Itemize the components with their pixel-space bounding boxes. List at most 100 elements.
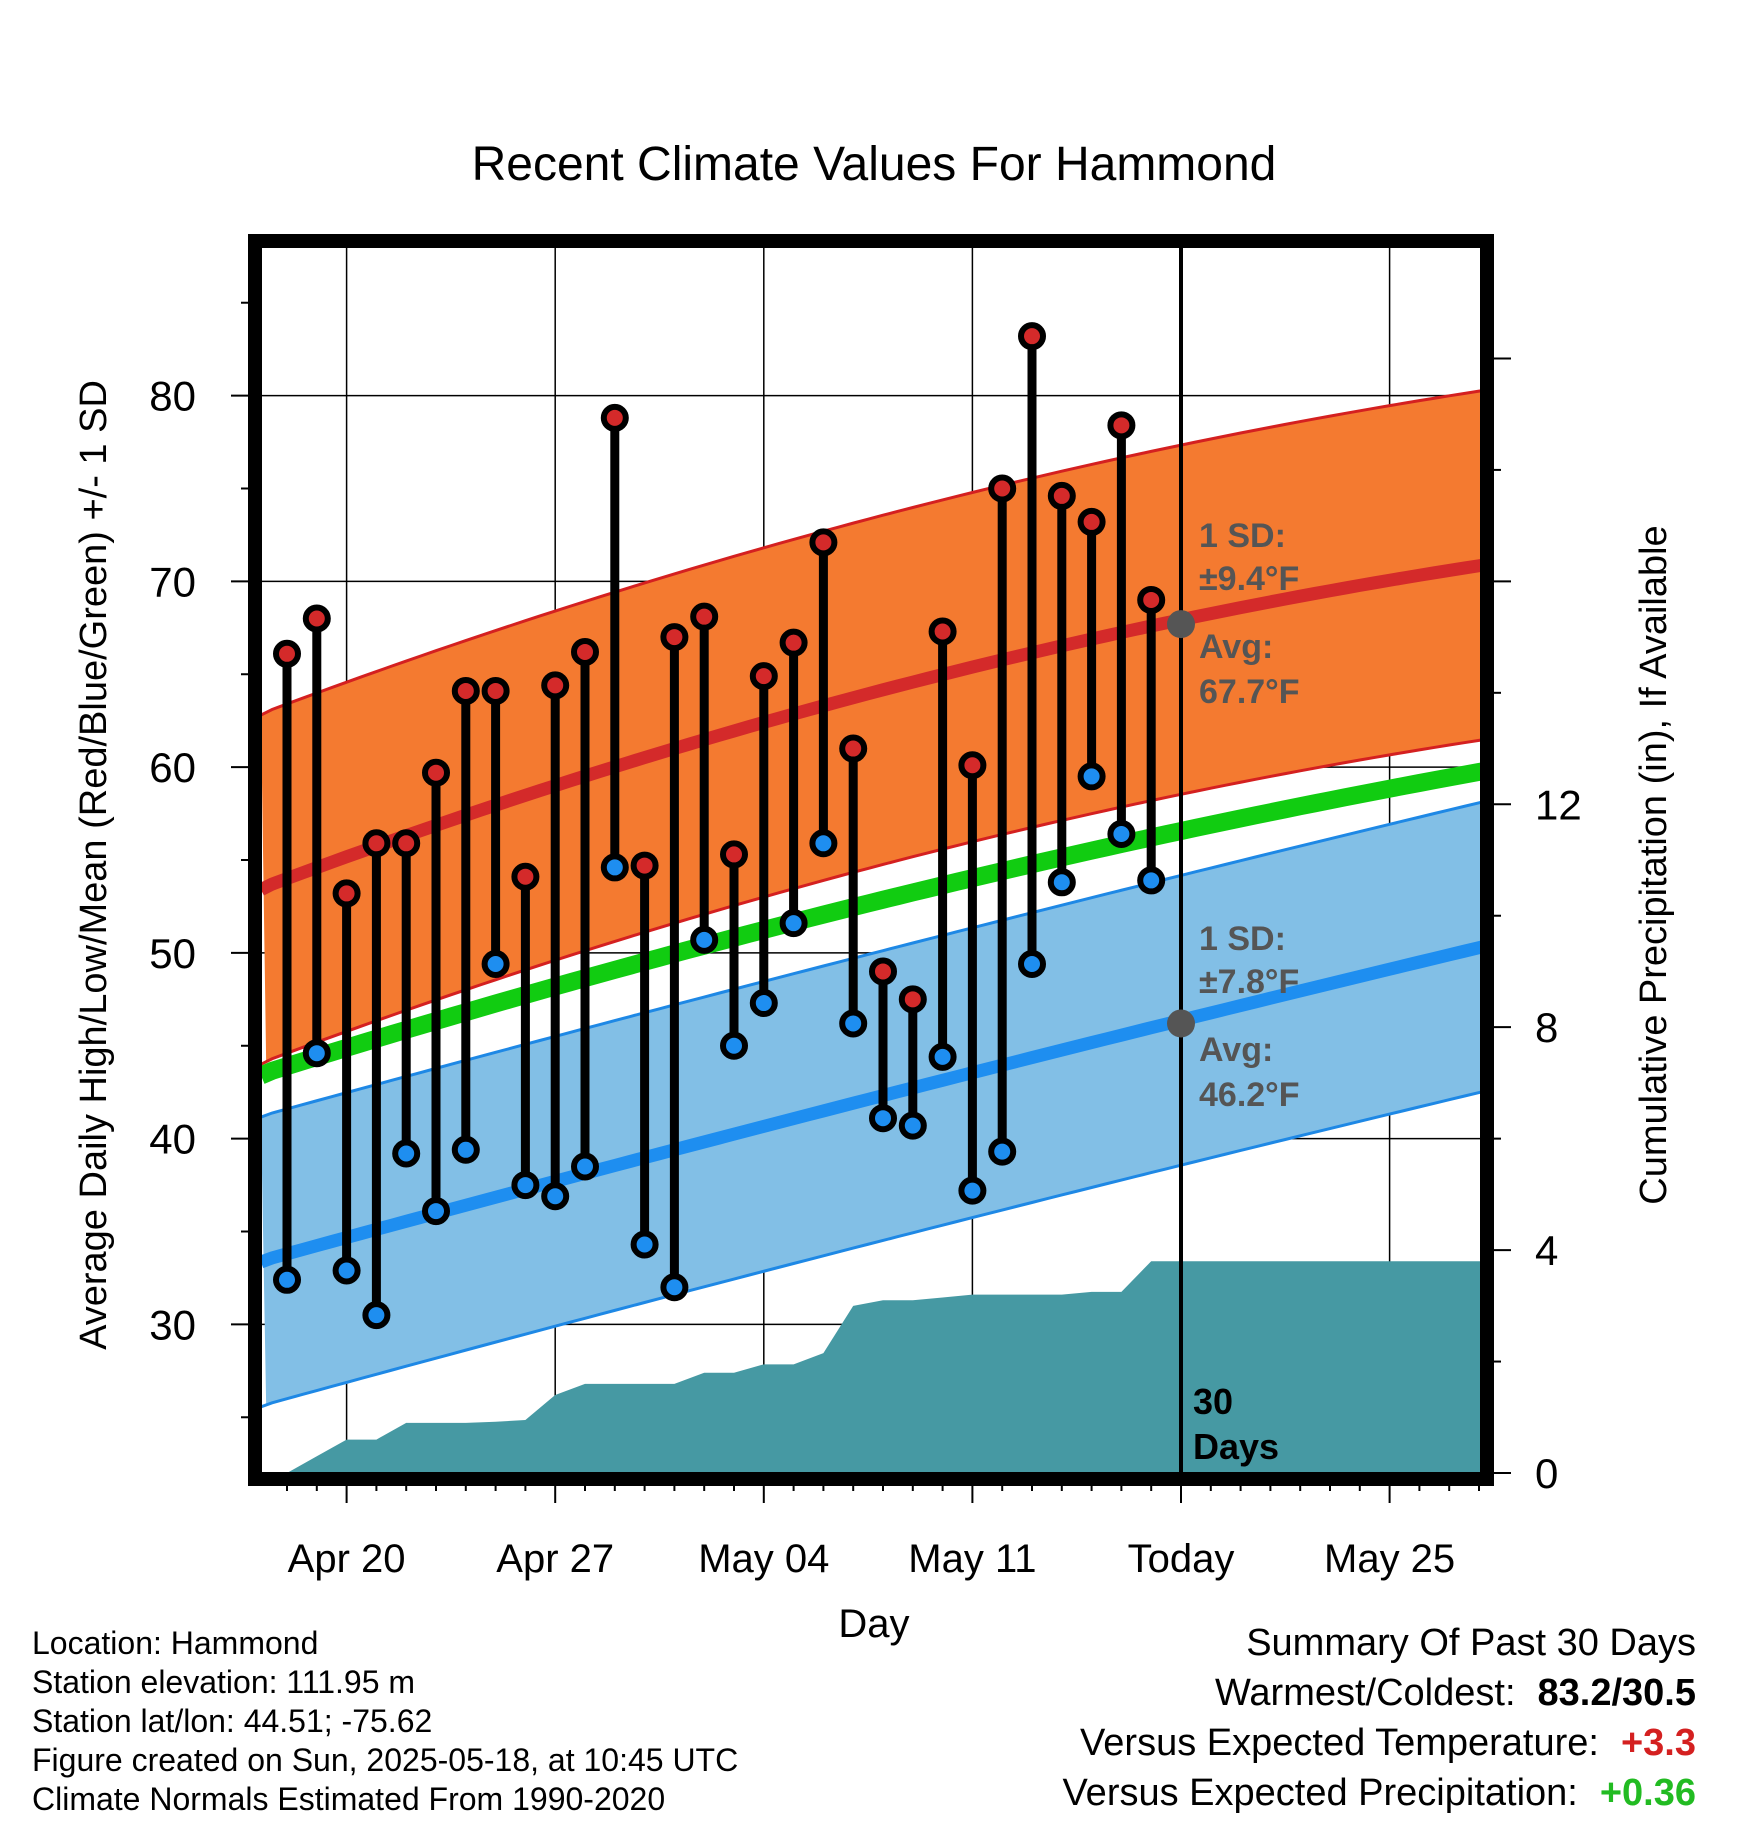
daily-high-point xyxy=(302,604,331,633)
daily-low-point xyxy=(511,1171,540,1200)
y-tick-label: 80 xyxy=(149,373,196,420)
daily-low-point xyxy=(809,829,838,858)
x-tick-label: Today xyxy=(1128,1537,1235,1581)
daily-low-point xyxy=(451,1135,480,1164)
daily-high-point xyxy=(392,829,421,858)
y-tick-label: 60 xyxy=(149,744,196,791)
daily-low-point xyxy=(1047,868,1076,897)
y-tick-label: 40 xyxy=(149,1116,196,1163)
daily-low-point xyxy=(1018,950,1046,979)
low-avg-label: Avg: xyxy=(1199,1031,1273,1069)
precip-label: Versus Expected Precipitation: xyxy=(1062,1772,1578,1814)
y2-tick-label: 8 xyxy=(1535,1004,1558,1051)
x-tick-label: Apr 27 xyxy=(496,1537,614,1581)
daily-high-point xyxy=(660,623,689,652)
daily-low-point xyxy=(690,925,719,954)
daily-low-point xyxy=(362,1301,391,1330)
daily-low-point xyxy=(898,1111,927,1140)
daily-low-point xyxy=(422,1197,450,1226)
y-tick-label: 30 xyxy=(149,1301,196,1348)
daily-high-point xyxy=(422,758,450,787)
daily-high-point xyxy=(273,639,301,668)
low-sd-lower-line xyxy=(261,1090,1481,1409)
daily-high-point xyxy=(571,637,599,666)
x-tick-label: May 25 xyxy=(1324,1537,1455,1581)
daily-high-point xyxy=(839,734,868,763)
y-tick-label: 50 xyxy=(149,930,196,977)
high-sd-upper-line xyxy=(261,389,1481,717)
summary-heading: Summary Of Past 30 Days xyxy=(1246,1622,1696,1664)
x-tick-label: May 11 xyxy=(908,1537,1036,1581)
temp-value: +3.3 xyxy=(1620,1722,1696,1764)
daily-low-point xyxy=(839,1009,868,1038)
daily-high-point xyxy=(809,528,838,557)
y2-axis-label: Cumulative Precipitation (in), If Availa… xyxy=(1633,525,1675,1204)
warm-label: Warmest/Coldest: xyxy=(1214,1672,1516,1714)
y2-tick-label: 0 xyxy=(1535,1450,1558,1497)
plot-area: 1 SD: ±9.4°F Avg: 67.7°F 1 SD: ±7.8°F Avg: 46.2… xyxy=(149,234,1582,1581)
y2-tick-label: 4 xyxy=(1535,1227,1558,1274)
daily-low-point xyxy=(571,1152,599,1181)
high-sd-value: ±9.4°F xyxy=(1199,560,1299,598)
daily-high-point xyxy=(451,676,480,705)
high-avg-value: 67.7°F xyxy=(1199,673,1300,711)
station-info: Location: Hammond Station elevation: 111… xyxy=(32,1624,738,1819)
daily-high-point xyxy=(869,957,897,986)
daily-high-point xyxy=(362,829,391,858)
high-sd-band xyxy=(261,390,1481,1061)
daily-high-point xyxy=(481,676,510,705)
today-days-label-line1: 30 xyxy=(1193,1381,1233,1422)
daily-low-point xyxy=(392,1139,421,1168)
daily-high-point xyxy=(332,879,361,908)
daily-high-point xyxy=(898,985,927,1014)
today-days-label-line2: Days xyxy=(1193,1426,1279,1467)
x-tick-label: Apr 20 xyxy=(288,1537,406,1581)
daily-high-point xyxy=(720,840,748,869)
location-text: Location: Hammond xyxy=(32,1625,319,1661)
daily-high-point xyxy=(928,617,957,646)
warm-value: 83.2/30.5 xyxy=(1537,1672,1696,1714)
daily-low-point xyxy=(928,1042,957,1071)
summary-temp-row: Versus Expected Temperature: +3.3 xyxy=(1062,1718,1696,1768)
daily-high-point xyxy=(1018,322,1046,351)
y-axis-label: Average Daily High/Low/Mean (Red/Blue/Gr… xyxy=(73,380,115,1350)
daily-high-point xyxy=(541,671,570,700)
daily-high-point xyxy=(779,628,808,657)
chart-title: Recent Climate Values For Hammond xyxy=(472,138,1277,191)
precip-value: +0.36 xyxy=(1599,1772,1696,1814)
high-sd-label: 1 SD: xyxy=(1199,517,1286,555)
summary-panel: Summary Of Past 30 Days Warmest/Coldest:… xyxy=(1062,1618,1696,1818)
plot-clip-group: 1 SD: ±9.4°F Avg: 67.7°F 1 SD: ±7.8°F Avg: 46.2… xyxy=(261,247,1481,1473)
daily-high-point xyxy=(511,862,540,891)
today-low-normal-marker xyxy=(1167,1009,1195,1038)
latlon-text: Station lat/lon: 44.51; -75.62 xyxy=(32,1703,433,1739)
daily-low-point xyxy=(958,1176,987,1205)
low-normal-line xyxy=(261,940,1481,1269)
daily-low-point xyxy=(988,1137,1017,1166)
temp-label: Versus Expected Temperature: xyxy=(1080,1722,1599,1764)
daily-low-point xyxy=(1137,866,1166,895)
daily-high-point xyxy=(1077,507,1106,536)
daily-low-point xyxy=(720,1031,748,1060)
x-axis-label: Day xyxy=(838,1602,909,1646)
daily-low-point xyxy=(630,1230,659,1259)
daily-high-point xyxy=(1137,585,1166,614)
daily-low-point xyxy=(481,950,510,979)
daily-low-point xyxy=(1107,819,1136,848)
daily-high-point xyxy=(958,751,987,780)
daily-high-point xyxy=(690,602,719,631)
daily-high-point xyxy=(630,851,659,880)
daily-low-point xyxy=(779,909,808,938)
low-sd-value: ±7.8°F xyxy=(1199,963,1299,1001)
daily-low-point xyxy=(541,1182,570,1211)
daily-low-point xyxy=(869,1104,897,1133)
created-text: Figure created on Sun, 2025-05-18, at 10… xyxy=(32,1742,739,1778)
daily-high-point xyxy=(1107,411,1136,440)
y2-tick-label: 12 xyxy=(1535,781,1582,828)
low-avg-value: 46.2°F xyxy=(1199,1076,1300,1114)
elevation-text: Station elevation: 111.95 m xyxy=(32,1664,416,1700)
daily-low-point xyxy=(302,1039,331,1068)
daily-high-point xyxy=(1047,481,1076,510)
daily-low-point xyxy=(749,989,778,1018)
